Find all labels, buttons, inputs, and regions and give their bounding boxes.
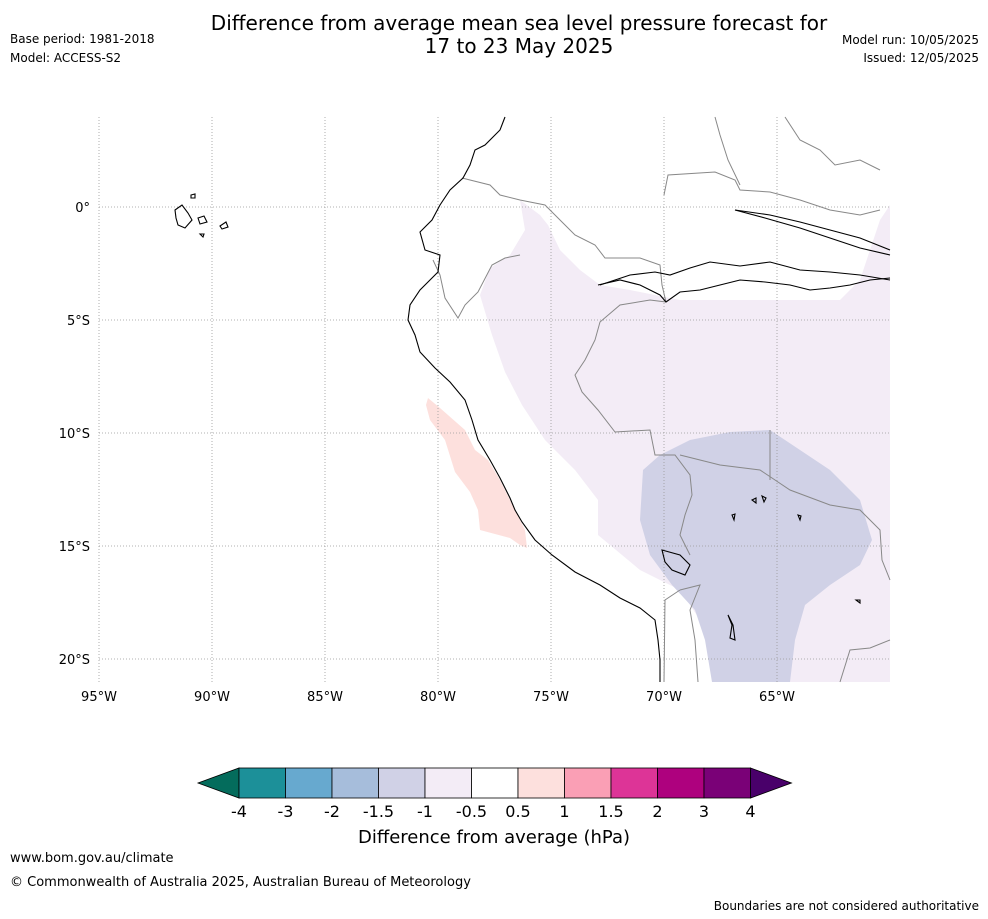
lon-label-90w: 90°W bbox=[194, 690, 230, 705]
colorbar-swatch bbox=[238, 767, 286, 799]
lat-label-5s: 5°S bbox=[67, 314, 90, 329]
title-line-1: Difference from average mean sea level p… bbox=[210, 11, 828, 35]
positive-anomaly-region bbox=[426, 398, 527, 548]
lat-label-20s: 20°S bbox=[59, 653, 90, 668]
footer-disclaimer: Boundaries are not considered authoritat… bbox=[713, 899, 979, 913]
colorbar-swatch bbox=[378, 767, 426, 799]
colorbar-tick-label: 1.5 bbox=[598, 802, 623, 821]
title-line-2: 17 to 23 May 2025 bbox=[424, 34, 614, 58]
country-borders bbox=[432, 116, 891, 683]
lat-label-15s: 15°S bbox=[59, 540, 90, 555]
colorbar-tick-label: 4 bbox=[745, 802, 755, 821]
lon-label-80w: 80°W bbox=[420, 690, 456, 705]
lon-label-85w: 85°W bbox=[307, 690, 343, 705]
anomaly-shading bbox=[426, 200, 890, 682]
colorbar-extend-high bbox=[750, 767, 793, 799]
colorbar-tick-label: -4 bbox=[231, 802, 247, 821]
colorbar-swatches bbox=[196, 767, 793, 799]
coastline bbox=[174, 116, 891, 682]
colorbar-swatch bbox=[331, 767, 379, 799]
colorbar-swatch bbox=[424, 767, 472, 799]
colorbar-tick-label: 2 bbox=[652, 802, 662, 821]
chart-title: Difference from average mean sea level p… bbox=[0, 12, 988, 58]
colorbar-tick-label: -3 bbox=[278, 802, 294, 821]
footer-copyright: © Commonwealth of Australia 2025, Austra… bbox=[10, 875, 471, 890]
colorbar-tick-label: 0.5 bbox=[505, 802, 530, 821]
lat-label-0: 0° bbox=[75, 201, 90, 216]
footer-url: www.bom.gov.au/climate bbox=[10, 851, 174, 866]
colorbar-swatch bbox=[703, 767, 751, 799]
colorbar-swatch bbox=[657, 767, 705, 799]
colorbar-swatch bbox=[610, 767, 658, 799]
map-gridlines bbox=[98, 117, 890, 682]
colorbar-extend-low bbox=[196, 767, 240, 799]
colorbar-label: Difference from average (hPa) bbox=[358, 827, 630, 848]
base-period-text: Base period: 1981-2018 bbox=[10, 32, 155, 46]
colorbar-tick-label: 3 bbox=[699, 802, 709, 821]
colorbar-tick-label: -1 bbox=[417, 802, 433, 821]
colorbar-legend: -4 -3 -2 -1.5 -1 -0.5 0.5 1 1.5 2 3 4 Difference fr… bbox=[196, 767, 793, 848]
model-run-text: Model run: 10/05/2025 bbox=[841, 33, 979, 47]
colorbar-swatch bbox=[564, 767, 612, 799]
colorbar-tick-label: 1 bbox=[559, 802, 569, 821]
lat-label-10s: 10°S bbox=[59, 427, 90, 442]
colorbar-tick-label: -2 bbox=[324, 802, 340, 821]
colorbar-tick-label: -1.5 bbox=[363, 802, 394, 821]
colorbar-tick-label: -0.5 bbox=[456, 802, 487, 821]
lon-label-95w: 95°W bbox=[81, 690, 117, 705]
moderate-negative-region bbox=[640, 430, 890, 682]
pressure-anomaly-map: 0° 5°S 10°S 15°S 20°S 95°W 90°W 85°W 80°… bbox=[59, 116, 891, 705]
lon-label-75w: 75°W bbox=[533, 690, 569, 705]
lon-label-65w: 65°W bbox=[759, 690, 795, 705]
longitude-labels: 95°W 90°W 85°W 80°W 75°W 70°W 65°W bbox=[81, 690, 795, 705]
colorbar-swatch bbox=[517, 767, 565, 799]
colorbar-tick-labels: -4 -3 -2 -1.5 -1 -0.5 0.5 1 1.5 2 3 4 bbox=[231, 802, 756, 821]
model-text: Model: ACCESS-S2 bbox=[10, 51, 122, 65]
colorbar-swatch bbox=[471, 767, 519, 799]
lon-label-70w: 70°W bbox=[646, 690, 682, 705]
latitude-labels: 0° 5°S 10°S 15°S 20°S bbox=[59, 201, 90, 668]
issued-text: Issued: 12/05/2025 bbox=[863, 51, 979, 65]
colorbar-swatch bbox=[285, 767, 333, 799]
